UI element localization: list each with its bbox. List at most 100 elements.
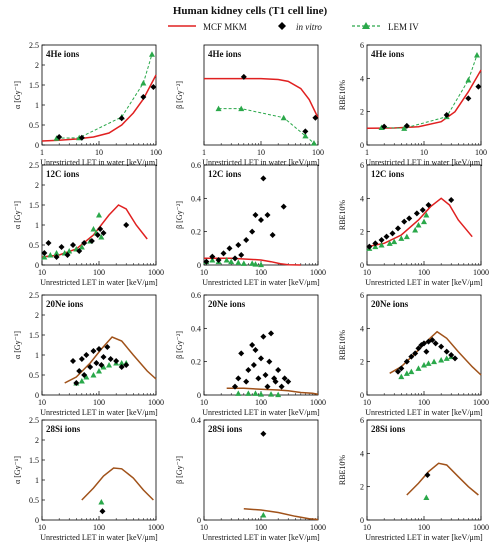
y-tick-label: 0.5 (29, 496, 39, 505)
lem-point (83, 374, 90, 380)
invitro-point (389, 230, 396, 237)
lem-point (106, 362, 113, 368)
invitro-point (243, 378, 250, 385)
y-tick-label: 2.5 (29, 416, 39, 425)
y-tick-label: 1 (35, 476, 39, 485)
invitro-point (243, 237, 250, 243)
x-tick-label: 10 (257, 148, 265, 157)
invitro-point (285, 378, 292, 385)
plot-frame (41, 419, 157, 521)
invitro-point (81, 240, 88, 246)
invitro-point (94, 232, 101, 238)
x-tick-label: 10 (363, 268, 371, 277)
lem-point (53, 250, 60, 256)
x-axis-label: Unrestricted LET in water [keV/μm] (202, 158, 320, 167)
y-tick-label: 6 (360, 291, 364, 300)
panel-20ne-ions-alpha: 10 100 1000 0 0.5 1 1.5 2 2.5 Unrestricted LET in… (13, 291, 164, 417)
invitro-point (372, 240, 379, 247)
lem-point (100, 364, 107, 370)
lem-point (378, 124, 385, 130)
y-tick-label: 0.4 (191, 324, 201, 333)
x-tick-label: 10 (200, 398, 208, 407)
ion-label: 12C ions (46, 169, 80, 179)
plot-frame (41, 294, 157, 396)
invitro-point (70, 358, 77, 364)
lem-point (90, 226, 97, 232)
invitro-point (113, 358, 120, 364)
invitro-point (275, 367, 282, 373)
mkm-curve (204, 77, 319, 119)
lem-point (423, 494, 430, 500)
x-tick-label: 100 (418, 268, 430, 277)
ion-label: 28Si ions (46, 424, 81, 434)
x-axis-label: Unrestricted LET in water [keV/μm] (365, 278, 483, 287)
x-tick-label: 100 (255, 398, 267, 407)
x-tick-label: 10 (95, 148, 103, 157)
lem-point (403, 233, 410, 240)
invitro-point (249, 228, 256, 235)
x-tick-label: 1000 (148, 523, 164, 532)
lem-point (240, 260, 247, 266)
x-tick-label: 1 (365, 148, 369, 157)
invitro-point (264, 212, 271, 218)
invitro-point (280, 203, 287, 210)
y-tick-label: 0 (35, 516, 39, 525)
invitro-point (252, 212, 259, 218)
invitro-point (281, 375, 288, 382)
y-tick-label: 0.2 (191, 228, 201, 237)
invitro-point (312, 114, 319, 121)
lem-point (415, 222, 422, 228)
ion-label: 4He ions (46, 49, 80, 59)
ion-label: 4He ions (371, 49, 405, 59)
invitro-point (98, 362, 105, 368)
invitro-point (395, 225, 402, 232)
invitro-point (269, 232, 276, 238)
invitro-point (260, 333, 267, 340)
lem-point (260, 512, 267, 518)
y-tick-label: 2 (35, 61, 39, 70)
lem-point (268, 391, 275, 397)
lem-point (438, 357, 445, 363)
x-tick-label: 100 (418, 523, 430, 532)
y-tick-label: 1 (35, 351, 39, 360)
lem-point (431, 358, 438, 365)
y-tick-label: 0.6 (191, 291, 201, 300)
x-tick-label: 1000 (473, 398, 489, 407)
invitro-point (238, 350, 245, 357)
invitro-point (260, 175, 267, 182)
lem-point (391, 238, 398, 245)
lem-point (280, 114, 287, 121)
invitro-point (475, 83, 482, 90)
invitro-point (96, 346, 102, 352)
invitro-point (93, 360, 100, 366)
y-tick-label: 0 (360, 391, 364, 400)
invitro-point (448, 352, 455, 358)
invitro-point (123, 362, 130, 368)
invitro-point (90, 348, 97, 354)
lem-point (96, 368, 102, 374)
x-tick-label: 100 (93, 398, 105, 407)
invitro-point (262, 372, 269, 378)
x-tick-label: 100 (150, 148, 162, 157)
x-tick-label: 100 (93, 523, 105, 532)
invitro-point (203, 258, 210, 265)
invitro-point (432, 340, 439, 347)
invitro-point (381, 123, 388, 130)
invitro-point (245, 367, 252, 373)
invitro-point (140, 94, 147, 100)
y-tick-label: 0 (197, 261, 201, 270)
ion-label: 12C ions (208, 169, 242, 179)
invitro-point (403, 122, 410, 129)
lem-point (245, 390, 252, 396)
invitro-point (238, 252, 245, 258)
x-tick-label: 1000 (473, 268, 489, 277)
invitro-point (53, 254, 60, 260)
lem-point (378, 242, 385, 248)
invitro-point (58, 244, 65, 250)
y-axis-label: β [Gy⁻²] (175, 456, 184, 484)
x-tick-label: 100 (418, 398, 430, 407)
invitro-point (107, 356, 114, 362)
invitro-point (81, 372, 88, 378)
